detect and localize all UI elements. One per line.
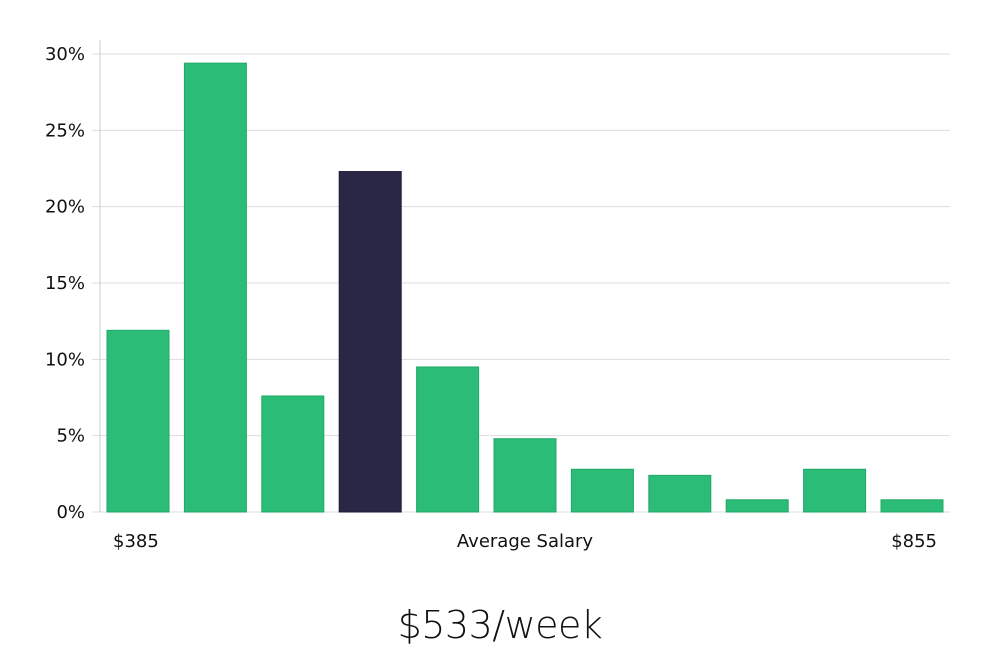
y-tick-label: 25% (45, 120, 85, 141)
bar (183, 62, 247, 513)
average-weekly-salary: $533/week (397, 603, 603, 647)
bar (648, 474, 712, 513)
x-label-max: $855 (891, 531, 937, 552)
bar (725, 499, 789, 513)
bar (416, 366, 480, 513)
salary-histogram: 0%5%10%15%20%25%30% $385 Average Salary … (45, 40, 950, 552)
y-tick-label: 0% (56, 502, 85, 523)
y-tick-label: 30% (45, 44, 85, 65)
y-axis-ticks: 0% 5% 10% 15% 20% 25% 30% (45, 44, 85, 523)
bars (106, 62, 944, 513)
y-tick-label: 5% (56, 426, 85, 447)
y-tick-label: 20% (45, 197, 85, 218)
y-tick-label: 10% (45, 349, 85, 370)
bar (570, 468, 634, 513)
bar (106, 329, 170, 513)
bar-average-salary (338, 171, 402, 513)
x-label-min: $385 (113, 531, 159, 552)
bar (803, 468, 867, 513)
bar (880, 499, 944, 513)
bar (261, 395, 325, 513)
x-label-average-salary: Average Salary (457, 531, 594, 552)
bar (493, 438, 557, 513)
y-tick-label: 15% (45, 273, 85, 294)
